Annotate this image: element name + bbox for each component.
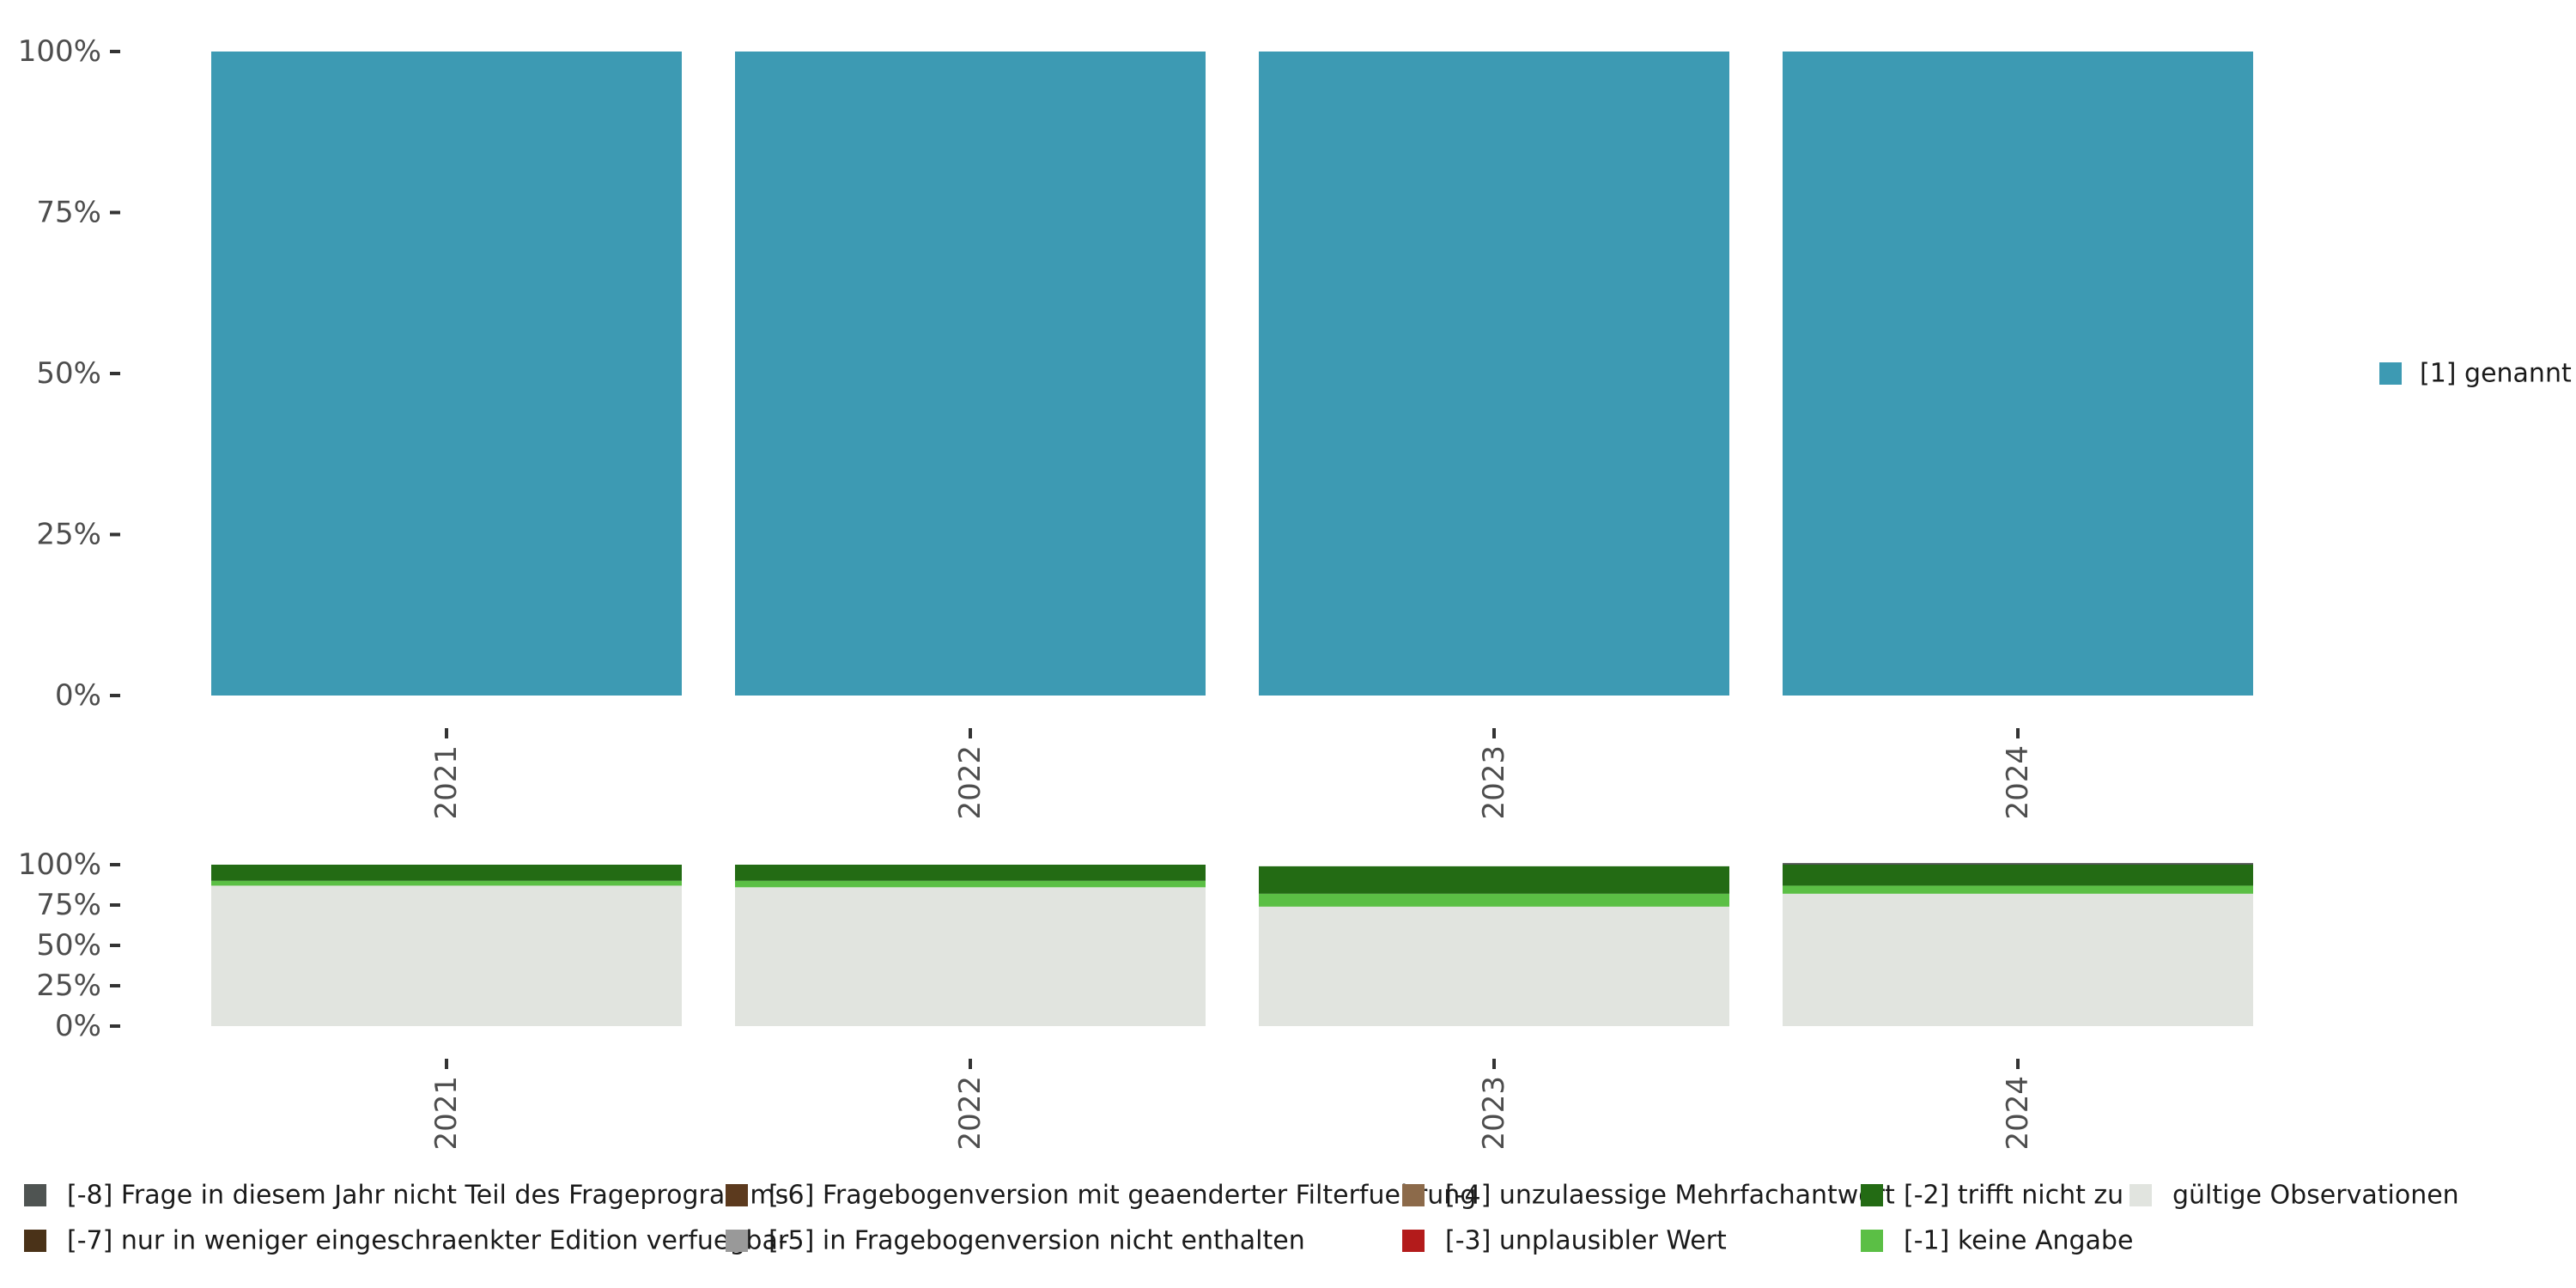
legend-swatch (2129, 1184, 2152, 1206)
bar-segment (211, 52, 682, 696)
bar-segment (1783, 52, 2253, 696)
legend-swatch (726, 1184, 748, 1206)
y-tick-label: 50% (36, 928, 101, 963)
legend-swatch (1861, 1184, 1883, 1206)
legend-swatch (1402, 1230, 1425, 1252)
bar-segment (1259, 893, 1729, 907)
legend-label: [1] genannt (2420, 359, 2572, 389)
bar-segment (735, 887, 1206, 1026)
y-tick-label: 25% (36, 969, 101, 1003)
bottom-legend: [-8] Frage in diesem Jahr nicht Teil des… (24, 1181, 2459, 1256)
legend-swatch (1861, 1230, 1883, 1252)
bar-segment (1259, 52, 1729, 696)
y-tick-label: 25% (36, 518, 101, 552)
legend-label: [-2] trifft nicht zu (1904, 1181, 2123, 1211)
y-tick-label: 0% (55, 678, 101, 713)
bar-segment (1783, 865, 2253, 886)
x-tick-label: 2021 (429, 745, 464, 820)
bar-segment (211, 880, 682, 886)
bottom-chart-panel: 0% 25% 50% 75% 100% 2021 2022 2023 2024 (18, 848, 2253, 1151)
bar-segment (1259, 906, 1729, 1026)
legend-label: [-3] unplausibler Wert (1445, 1226, 1727, 1256)
top-chart-panel: 0% 25% 50% 75% 100% 2021 2022 2023 2024 (18, 34, 2253, 820)
x-tick-label: 2023 (1477, 1076, 1511, 1151)
y-tick-label: 75% (36, 196, 101, 230)
bar-segment (1259, 866, 1729, 894)
bar-segment (1783, 885, 2253, 894)
legend-label: gültige Observationen (2172, 1181, 2459, 1211)
x-tick-label: 2024 (2001, 745, 2035, 820)
bar-segment (1783, 863, 2253, 865)
y-tick-label: 100% (18, 34, 101, 69)
bar-segment (211, 885, 682, 1026)
y-tick-label: 75% (36, 888, 101, 922)
x-tick-label: 2021 (429, 1076, 464, 1151)
legend-swatch (2379, 362, 2402, 385)
legend-label: [-6] Fragebogenversion mit geaenderter F… (769, 1181, 1476, 1211)
bar-segment (735, 52, 1206, 696)
top-legend: [1] genannt (2379, 359, 2572, 389)
legend-label: [-7] nur in weniger eingeschraenkter Edi… (67, 1226, 789, 1256)
bar-segment (211, 865, 682, 881)
x-tick-label: 2022 (953, 1076, 987, 1151)
x-tick-label: 2024 (2001, 1076, 2035, 1151)
bar-segment (735, 865, 1206, 881)
legend-label: [-4] unzulaessige Mehrfachantwort (1445, 1181, 1895, 1211)
bar-segment (735, 880, 1206, 888)
y-tick-label: 50% (36, 356, 101, 391)
y-tick-label: 0% (55, 1009, 101, 1043)
legend-label: [-5] in Fragebogenversion nicht enthalte… (769, 1226, 1305, 1256)
x-tick-label: 2022 (953, 745, 987, 820)
legend-swatch (726, 1230, 748, 1252)
y-tick-label: 100% (18, 848, 101, 882)
legend-label: [-8] Frage in diesem Jahr nicht Teil des… (67, 1181, 788, 1211)
legend-label: [-1] keine Angabe (1904, 1226, 2133, 1256)
bar-segment (1783, 893, 2253, 1026)
legend-swatch (24, 1230, 46, 1252)
legend-swatch (24, 1184, 46, 1206)
x-tick-label: 2023 (1477, 745, 1511, 820)
legend-swatch (1402, 1184, 1425, 1206)
